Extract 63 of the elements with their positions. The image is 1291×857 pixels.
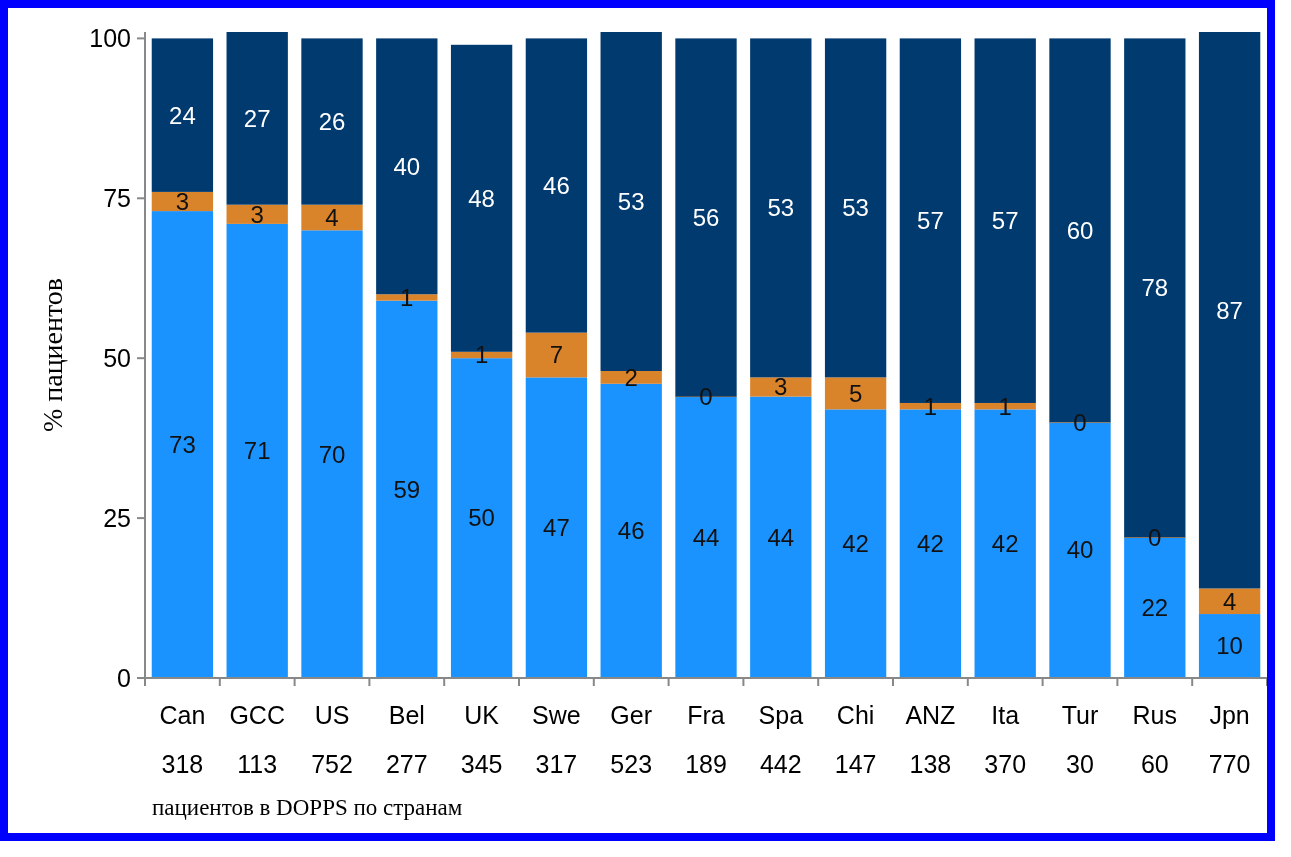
y-tick-label: 100 [89, 24, 131, 53]
data-label: 46 [617, 517, 645, 545]
data-label: 2 [624, 363, 638, 391]
data-label: 70 [318, 440, 346, 468]
data-label: 73 [169, 430, 196, 458]
data-label: 22 [1141, 594, 1169, 622]
data-label: 44 [767, 523, 795, 551]
data-label: 57 [917, 207, 944, 235]
x-tick-label: Jpn 770 [1208, 701, 1251, 778]
data-label: 60 [1066, 216, 1094, 244]
x-tick-label: ANZ 138 [905, 701, 956, 778]
x-tick-label: UK 345 [460, 701, 503, 778]
data-label: 5 [848, 379, 863, 407]
x-tick-label: Fra 189 [685, 701, 727, 778]
x-tick-label: Can 318 [159, 701, 206, 778]
data-label: 4 [325, 203, 339, 231]
x-tick-label: Swe 317 [532, 701, 581, 778]
data-label: 57 [991, 207, 1019, 235]
data-label: 10 [1216, 632, 1243, 660]
data-label: 71 [243, 437, 271, 465]
data-label: 3 [774, 373, 788, 401]
data-label: 24 [169, 101, 196, 129]
x-tick-label: Tur 30 [1061, 701, 1099, 778]
y-tick-label: 50 [103, 343, 131, 372]
data-label: 3 [250, 200, 264, 228]
data-label: 3 [175, 187, 190, 215]
data-label: 48 [468, 184, 495, 212]
x-axis-title: пациентов в DOPPS по странам [152, 795, 463, 820]
data-label: 4 [1222, 587, 1237, 615]
x-tick-label: Rus 60 [1132, 701, 1178, 778]
x-tick-label: Ita 370 [984, 701, 1027, 778]
data-label: 42 [842, 530, 869, 558]
y-axis-title: % пациентов [37, 277, 68, 433]
y-tick-label: 25 [103, 503, 131, 532]
data-label: 78 [1141, 274, 1169, 302]
x-tick-label: Bel 277 [385, 701, 428, 778]
data-label: 40 [1066, 536, 1094, 564]
data-label: 87 [1216, 296, 1243, 324]
data-label: 53 [842, 194, 869, 222]
data-label: 42 [917, 530, 944, 558]
data-label: 53 [767, 194, 795, 222]
data-label: 1 [923, 392, 938, 420]
x-tick-label: US 752 [311, 701, 353, 778]
y-tick-label: 75 [103, 184, 131, 213]
data-label: 40 [393, 152, 421, 180]
x-tick-label: Chi 147 [834, 701, 877, 778]
data-label: 46 [543, 171, 570, 199]
data-label: 44 [692, 523, 720, 551]
data-label: 42 [991, 530, 1019, 558]
data-label: 26 [318, 107, 346, 135]
data-label: 53 [617, 187, 645, 215]
x-tick-label: Ger 523 [610, 701, 653, 778]
data-label: 59 [393, 475, 421, 503]
data-label: 1 [474, 341, 489, 369]
y-tick-label: 0 [117, 663, 131, 692]
x-tick-label: Spa 442 [758, 701, 804, 778]
x-tick-label: GCC 113 [229, 701, 285, 778]
data-label: 27 [243, 104, 271, 132]
data-label: 56 [692, 203, 720, 231]
data-label: 7 [549, 341, 564, 369]
data-label: 50 [468, 504, 495, 532]
data-label: 47 [543, 514, 570, 542]
data-label: 1 [998, 392, 1012, 420]
